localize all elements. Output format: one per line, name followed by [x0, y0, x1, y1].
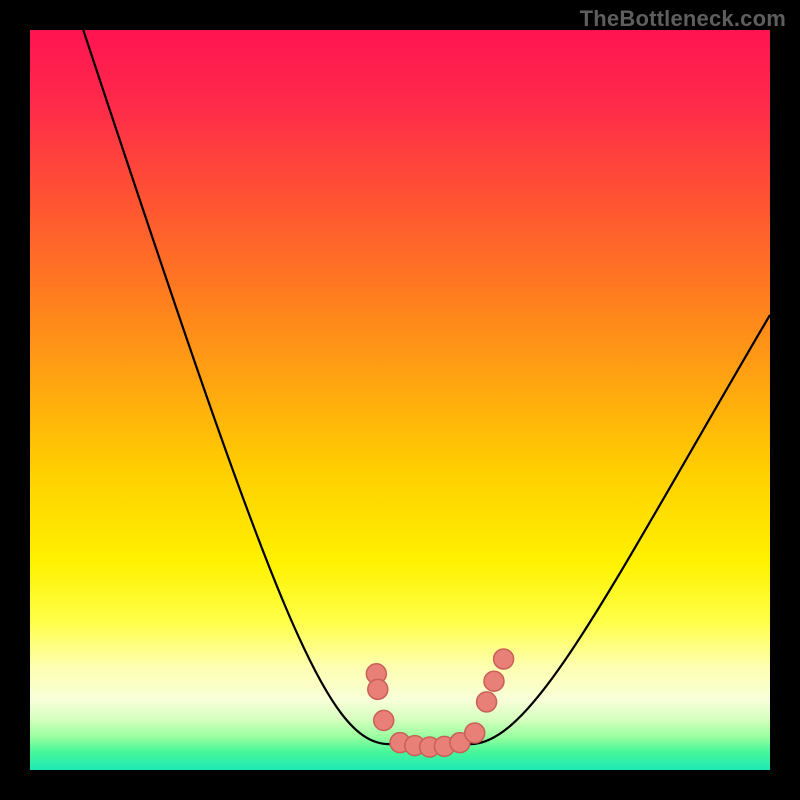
- data-markers: [366, 649, 513, 757]
- plot-area: [30, 30, 770, 770]
- marker-point: [374, 710, 394, 730]
- bottleneck-curve: [83, 30, 770, 744]
- marker-point: [465, 723, 485, 743]
- marker-point: [494, 649, 514, 669]
- marker-point: [477, 692, 497, 712]
- marker-point: [484, 671, 504, 691]
- watermark-text: TheBottleneck.com: [580, 6, 786, 32]
- chart-frame: TheBottleneck.com: [0, 0, 800, 800]
- curve-layer: [30, 30, 770, 770]
- marker-point: [368, 679, 388, 699]
